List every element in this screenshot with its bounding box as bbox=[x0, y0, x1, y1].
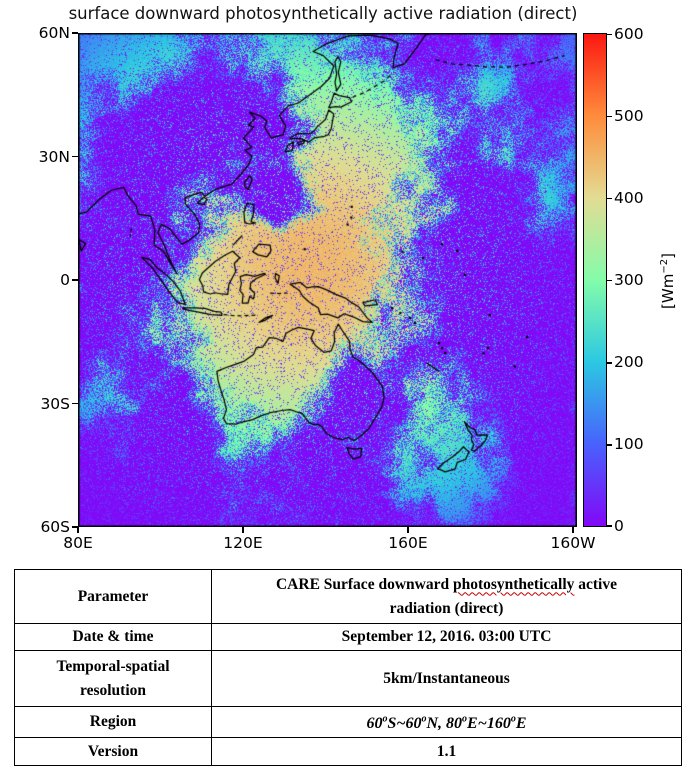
x-tick-label-160w: 160W bbox=[550, 534, 596, 552]
y-tick-label-60s: 60S bbox=[40, 518, 70, 536]
table-row-parameter: Parameter CARE Surface downward photosyn… bbox=[14, 569, 682, 624]
colorbar-tick-mark bbox=[607, 197, 612, 200]
table-row-region: Region 60oS~60oN, 80oE~160oE bbox=[14, 705, 682, 739]
figure-title: surface downward photosynthetically acti… bbox=[68, 4, 578, 23]
x-tick-label-80e: 80E bbox=[63, 534, 93, 552]
x-tick-mark bbox=[407, 527, 409, 533]
colorbar-tick-label-100: 100 bbox=[614, 435, 644, 454]
y-tick-label-0: 0 bbox=[60, 271, 70, 289]
colorbar-tick-label-400: 400 bbox=[614, 188, 644, 207]
colorbar-tick-mark bbox=[607, 115, 612, 118]
colorbar-tick-mark bbox=[607, 362, 612, 364]
row-label: Temporal-spatial resolution bbox=[14, 650, 212, 707]
colorbar-tick-label-500: 500 bbox=[614, 106, 644, 125]
x-tick-label-120e: 120E bbox=[223, 534, 263, 552]
y-tick-mark bbox=[72, 279, 78, 281]
colorbar-tick-mark bbox=[607, 279, 612, 282]
colorbar-tick-label-200: 200 bbox=[614, 353, 644, 372]
y-tick-mark bbox=[72, 402, 78, 405]
colorbar-tick-mark bbox=[607, 33, 612, 36]
y-tick-mark bbox=[72, 32, 78, 34]
table-row-datetime: Date & time September 12, 2016. 03:00 UT… bbox=[14, 623, 682, 651]
x-tick-mark bbox=[77, 527, 79, 533]
row-label: Parameter bbox=[14, 569, 212, 624]
spellcheck-wavy-underline: photosynthetically bbox=[452, 575, 575, 593]
metadata-table: Parameter CARE Surface downward photosyn… bbox=[14, 569, 682, 766]
row-value: September 12, 2016. 03:00 UTC bbox=[211, 623, 682, 651]
y-tick-label-60n: 60N bbox=[38, 24, 70, 42]
colorbar-tick-label-300: 300 bbox=[614, 270, 644, 289]
y-tick-label-30n: 30N bbox=[38, 147, 70, 166]
x-tick-mark bbox=[242, 527, 244, 533]
y-tick-mark bbox=[72, 155, 78, 158]
row-label: Date & time bbox=[14, 623, 212, 651]
row-value: 60oS~60oN, 80oE~160oE bbox=[211, 705, 682, 739]
row-value: CARE Surface downward photosynthetically… bbox=[211, 569, 682, 624]
table-row-resolution: Temporal-spatial resolution 5km/Instanta… bbox=[14, 650, 682, 707]
colorbar-tick-label-0: 0 bbox=[614, 517, 624, 536]
row-value: 5km/Instantaneous bbox=[211, 650, 682, 707]
par-radiation-map-canvas bbox=[78, 33, 577, 527]
y-tick-label-30s: 30S bbox=[40, 394, 70, 413]
x-tick-mark bbox=[572, 527, 574, 533]
colorbar-tick-mark bbox=[607, 525, 612, 527]
colorbar-tick-label-600: 600 bbox=[614, 24, 644, 43]
row-label: Region bbox=[14, 705, 212, 739]
colorbar-unit-label: [Wm−2] bbox=[659, 253, 677, 309]
x-tick-label-160e: 160E bbox=[388, 534, 428, 552]
colorbar-tick-mark bbox=[607, 444, 612, 446]
y-tick-mark bbox=[72, 526, 78, 528]
colorbar bbox=[583, 33, 607, 527]
